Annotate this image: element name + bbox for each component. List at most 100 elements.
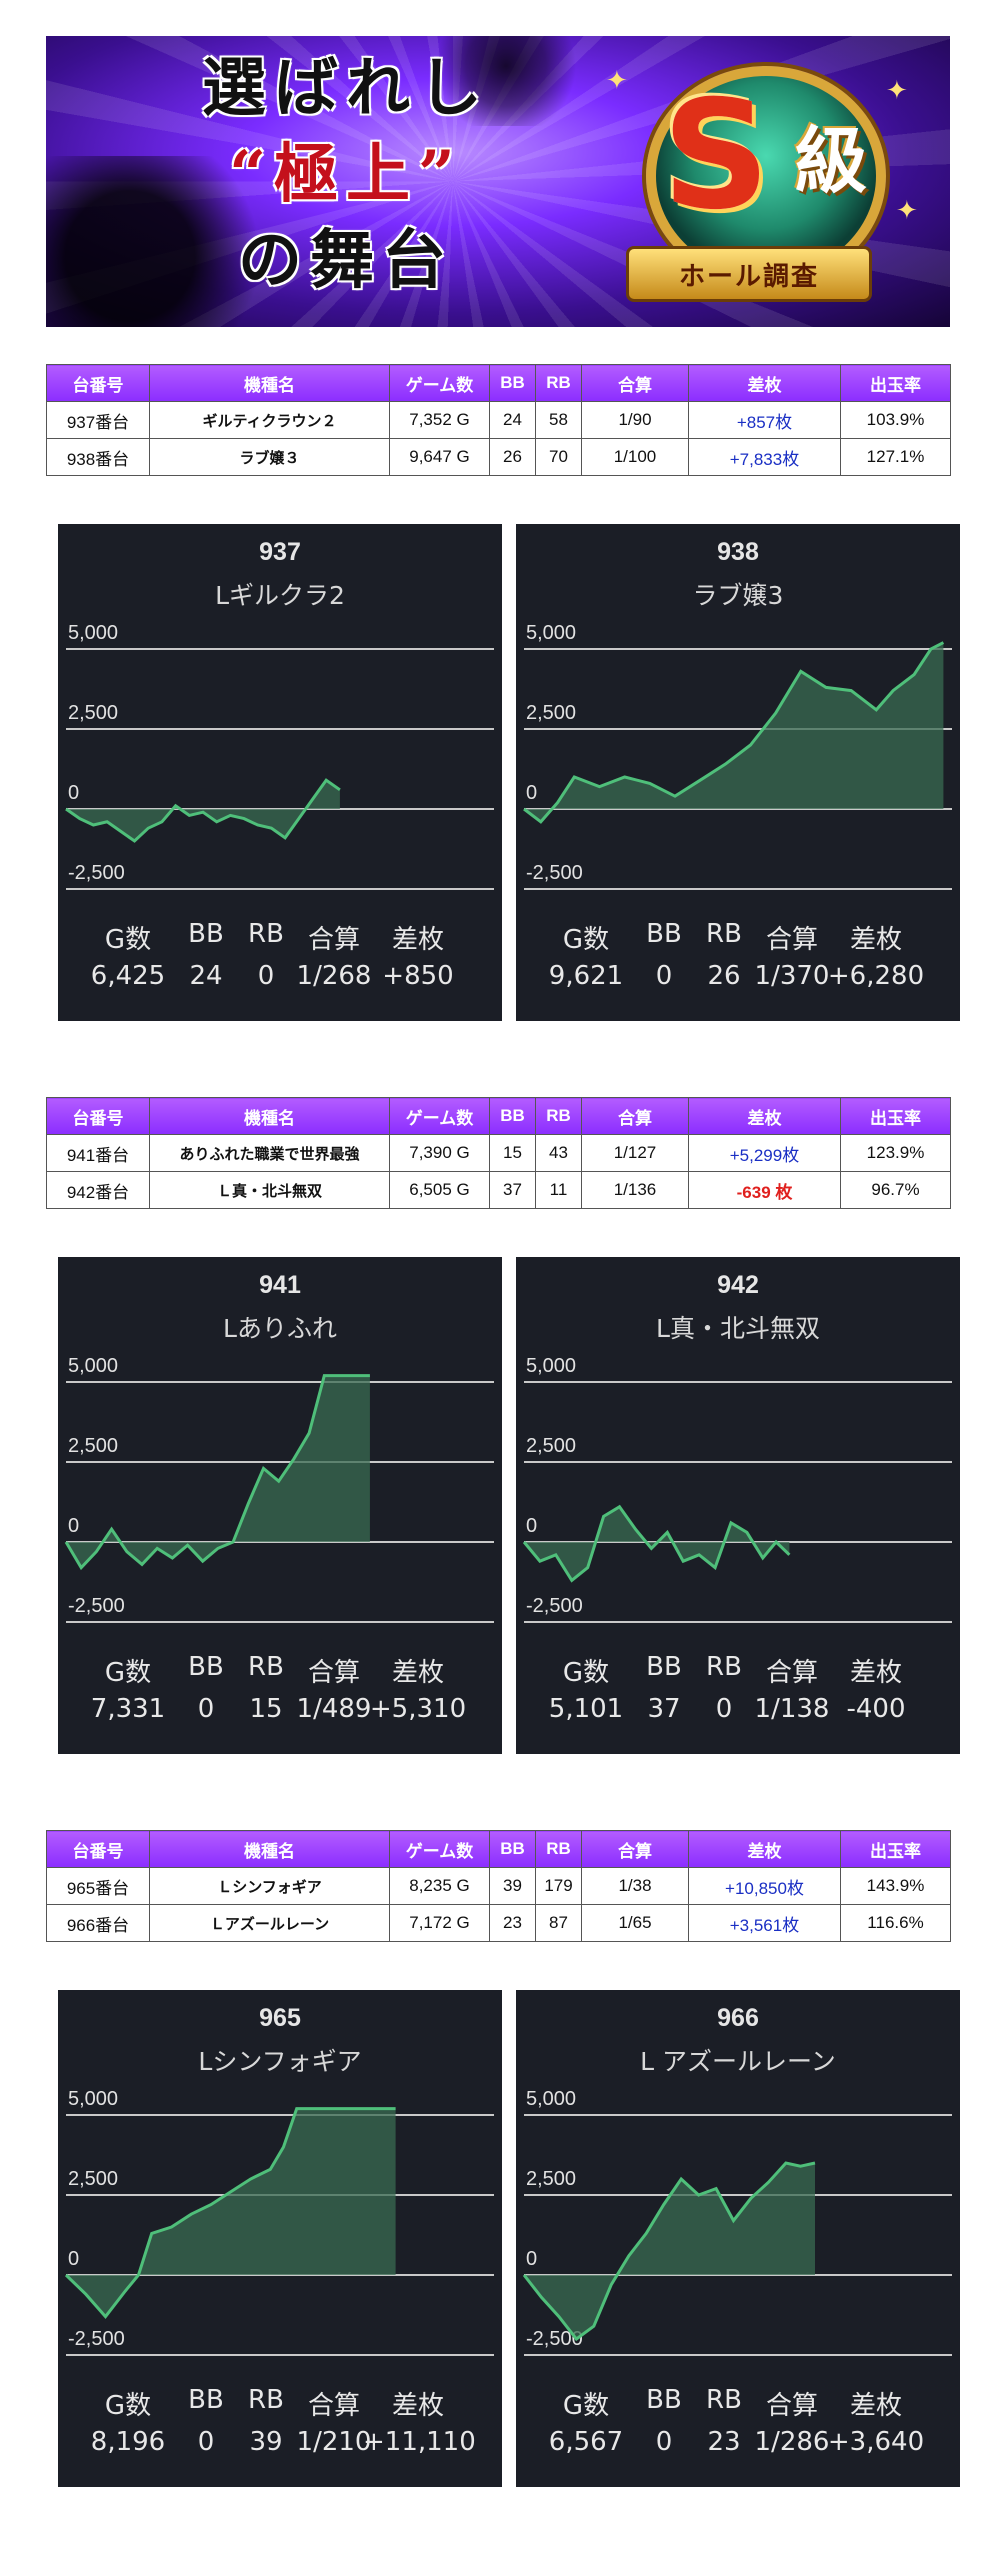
table-cell-bb: 37	[489, 1171, 536, 1209]
stat-label: 差枚	[391, 2391, 444, 2421]
slump-graph-panel: 966 L アズールレーン 5,000 2,500 0 -2,500 G数 BB RB 合算 差枚 6…	[516, 1990, 960, 2487]
machine-number: 937	[259, 538, 301, 566]
hero-banner: 選ばれし “極上” の舞台 ✦ ✦ ✦ S 級 ホール調査	[46, 36, 950, 327]
stat-value: 1/286	[754, 2427, 830, 2457]
stat-value: +3,640	[827, 2427, 925, 2457]
s-rank-badge: ✦ ✦ ✦ S 級 ホール調査	[566, 46, 936, 316]
stat-value: 26	[707, 961, 741, 991]
slump-area	[524, 2163, 815, 2339]
slump-line	[65, 778, 341, 843]
table-cell-gousan: 1/65	[581, 1904, 689, 1942]
stats-value-row: 5,101 37 0 1/138 -400	[516, 1694, 960, 1734]
machine-model: Lありふれ	[223, 1314, 337, 1343]
y-tick-label: 0	[68, 782, 79, 804]
stat-label: RB	[248, 2385, 284, 2415]
y-tick-label: 5,000	[68, 622, 118, 644]
stats-header-row: G数 BB RB 合算 差枚	[516, 919, 960, 959]
table-header-cell: BB	[489, 1830, 536, 1868]
slump-graph-panel: 938 ラブ嬢3 5,000 2,500 0 -2,500 G数 BB RB 合算 差枚 9,621 0…	[516, 524, 960, 1021]
table-cell-games: 9,647 G	[389, 438, 490, 476]
table-cell-games: 7,352 G	[389, 401, 490, 439]
stat-label: RB	[706, 2385, 742, 2415]
table-header-cell: 機種名	[149, 364, 390, 402]
stat-label: G数	[562, 925, 610, 955]
stats-value-row: 7,331 0 15 1/489 +5,310	[58, 1694, 502, 1734]
table-header-cell: RB	[535, 1097, 582, 1135]
table-cell-gousan: 1/90	[581, 401, 689, 439]
slump-line	[522, 1504, 791, 1583]
machine-number: 941	[259, 1271, 301, 1299]
table-cell-dai: 937番台	[46, 401, 150, 439]
machine-model: L アズールレーン	[640, 2047, 836, 2076]
machine-number: 965	[259, 2004, 301, 2032]
y-tick-label: -2,500	[68, 2328, 125, 2350]
stat-value: +6,280	[827, 961, 925, 991]
machine-number: 938	[717, 538, 759, 566]
table-cell-samai: +10,850枚	[688, 1867, 841, 1905]
table-cell-rate: 123.9%	[840, 1134, 951, 1172]
slump-area	[524, 1506, 790, 1581]
machine-table: 台番号 機種名 ゲーム数 BB RB 合算 差枚 出玉率 965番台 Ｌシンフォギア 8,235 G…	[46, 1830, 951, 1942]
table-cell-rate: 103.9%	[840, 401, 951, 439]
slump-graph-panel: 937 Lギルクラ2 5,000 2,500 0 -2,500 G数 BB RB 合算 差枚 6,42…	[58, 524, 502, 1021]
machine-number: 942	[717, 1271, 759, 1299]
table-header-cell: ゲーム数	[389, 1097, 490, 1135]
stats-value-row: 9,621 0 26 1/370 +6,280	[516, 961, 960, 1001]
stat-label: 合算	[307, 2391, 360, 2421]
stats-header-row: G数 BB RB 合算 差枚	[58, 2385, 502, 2425]
table-cell-rate: 96.7%	[840, 1171, 951, 1209]
stat-value: 6,567	[548, 2427, 624, 2457]
stat-value: 8,196	[90, 2427, 166, 2457]
y-tick-label: 2,500	[68, 702, 118, 724]
stat-label: G数	[562, 2391, 610, 2421]
slump-line	[64, 2107, 396, 2319]
banner-line-3: の舞台	[238, 223, 454, 298]
stat-label: RB	[706, 1652, 742, 1682]
machine-model: ラブ嬢3	[692, 581, 784, 610]
stat-label: 差枚	[849, 1658, 902, 1688]
stat-label: 合算	[765, 925, 818, 955]
table-cell-bb: 23	[489, 1904, 536, 1942]
table-cell-bb: 39	[489, 1867, 536, 1905]
slump-area	[66, 1375, 370, 1568]
stat-label: G数	[104, 1658, 152, 1688]
stats-header-row: G数 BB RB 合算 差枚	[516, 2385, 960, 2425]
table-cell-bb: 24	[489, 401, 536, 439]
y-tick-label: 0	[526, 1515, 537, 1537]
machine-table: 台番号 機種名 ゲーム数 BB RB 合算 差枚 出玉率 941番台 ありふれた職業で世界最強 7,…	[46, 1097, 951, 1209]
table-cell-rate: 116.6%	[840, 1904, 951, 1942]
table-cell-samai: +857枚	[688, 401, 841, 439]
stat-value: 6,425	[90, 961, 166, 991]
y-tick-label: 5,000	[68, 1355, 118, 1377]
stat-value: 1/138	[754, 1694, 830, 1724]
table-cell-samai: +5,299枚	[688, 1134, 841, 1172]
y-tick-label: 5,000	[526, 622, 576, 644]
stat-value: 0	[655, 961, 673, 991]
table-cell-gousan: 1/136	[581, 1171, 689, 1209]
stat-label: 差枚	[391, 1658, 444, 1688]
stat-label: BB	[646, 1652, 682, 1682]
stat-value: 24	[189, 961, 223, 991]
table-header-cell: 出玉率	[840, 1097, 951, 1135]
stat-label: 合算	[765, 2391, 818, 2421]
badge-kyu: 級	[794, 118, 867, 203]
stats-header-row: G数 BB RB 合算 差枚	[516, 1652, 960, 1692]
stat-label: RB	[706, 919, 742, 949]
stat-value: 23	[707, 2427, 741, 2457]
stats-value-row: 6,425 24 0 1/268 +850	[58, 961, 502, 1001]
table-cell-rb: 70	[535, 438, 582, 476]
y-tick-label: 0	[526, 2248, 537, 2270]
slump-graph-panel: 941 Lありふれ 5,000 2,500 0 -2,500 G数 BB RB 合算 差枚 7,331…	[58, 1257, 502, 1754]
table-cell-bb: 26	[489, 438, 536, 476]
stat-label: RB	[248, 919, 284, 949]
table-cell-name: ありふれた職業で世界最強	[149, 1134, 390, 1172]
slump-chart: 5,000 2,500 0 -2,500	[522, 2088, 952, 2356]
table-row: 942番台 Ｌ真・北斗無双 6,505 G 37 11 1/136 -639 枚 96.7%	[46, 1171, 951, 1209]
table-header-cell: 台番号	[46, 364, 150, 402]
table-header-row: 台番号 機種名 ゲーム数 BB RB 合算 差枚 出玉率	[46, 364, 951, 402]
y-tick-label: -2,500	[526, 1595, 583, 1617]
table-header-cell: 機種名	[149, 1097, 390, 1135]
stat-value: 0	[715, 1694, 733, 1724]
stat-label: BB	[188, 1652, 224, 1682]
table-row: 965番台 Ｌシンフォギア 8,235 G 39 179 1/38 +10,850枚 143.…	[46, 1867, 951, 1905]
